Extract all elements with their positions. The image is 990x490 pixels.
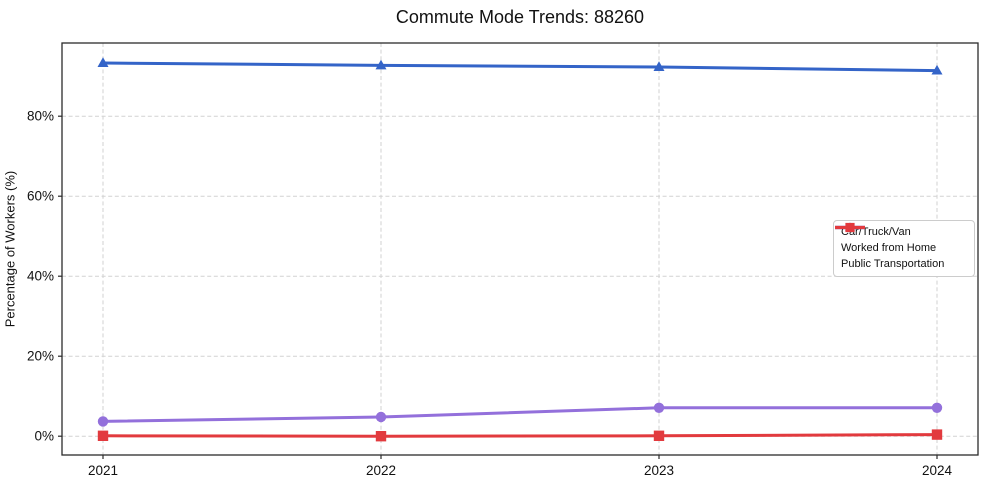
square-marker <box>375 431 387 442</box>
legend-label: Worked from Home <box>841 242 937 254</box>
series-line-car-truck-van <box>101 61 939 73</box>
legend-label: Public Transportation <box>841 258 945 270</box>
x-tick-label: 2022 <box>366 463 396 478</box>
circle-marker <box>97 416 109 427</box>
series-line-worked-from-home <box>101 406 939 423</box>
legend-item-public-transportation: Public Transportation <box>835 222 967 272</box>
legend: Car/Truck/Van Worked from Home Public Tran… <box>833 220 975 277</box>
square-marker <box>845 222 855 233</box>
chart-title: Commute Mode Trends: 88260 <box>395 7 645 27</box>
series-line-public-transportation <box>101 433 939 438</box>
x-tick-label: 2023 <box>644 463 674 478</box>
triangle-marker <box>653 61 665 71</box>
square-marker <box>931 429 943 440</box>
square-legend-marker-icon <box>835 222 865 233</box>
legend-item-worked-from-home: Worked from Home <box>835 222 967 256</box>
triangle-marker <box>375 59 387 70</box>
y-tick-label: 60% <box>27 189 54 204</box>
circle-marker <box>931 402 943 413</box>
y-tick-label: 40% <box>27 269 54 284</box>
y-tick-label: 0% <box>34 429 54 444</box>
triangle-marker <box>931 64 943 75</box>
y-tick-label: 80% <box>27 109 54 124</box>
triangle-marker <box>97 57 109 67</box>
square-marker <box>97 430 109 441</box>
y-tick-label: 20% <box>27 349 54 364</box>
circle-marker <box>375 411 387 423</box>
plot-border <box>61 42 979 456</box>
circle-marker <box>653 402 665 413</box>
x-tick-label: 2024 <box>922 463 953 478</box>
x-tick-label: 2021 <box>88 463 118 478</box>
square-marker <box>653 430 665 441</box>
